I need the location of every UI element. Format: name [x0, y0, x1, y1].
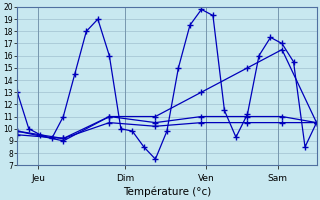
X-axis label: Température (°c): Température (°c): [123, 186, 211, 197]
